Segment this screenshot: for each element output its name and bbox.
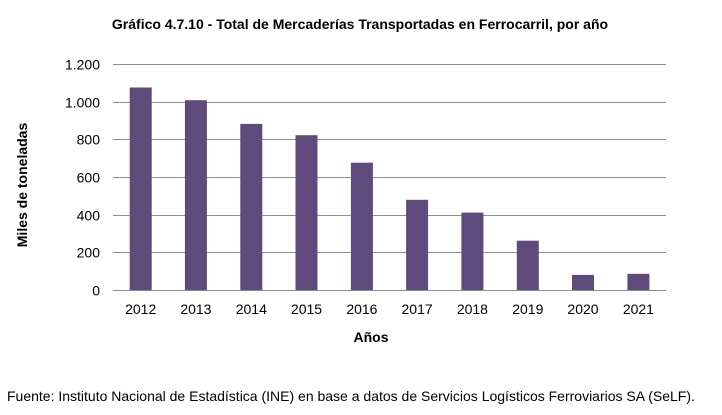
bar-2014 (240, 123, 263, 291)
x-tick-label: 2018 (457, 301, 488, 317)
bar-2017 (406, 199, 429, 290)
x-axis-title: Años (354, 329, 389, 345)
y-tick-label: 800 (77, 132, 101, 148)
bar-2012 (129, 87, 152, 290)
x-tick-label: 2017 (402, 301, 433, 317)
bar-2020 (572, 274, 594, 290)
y-axis-title: Miles de toneladas (14, 123, 30, 248)
y-axis-tick-labels: 0 200 400 600 800 1.000 1.200 (65, 57, 100, 299)
x-tick-label: 2019 (512, 301, 543, 317)
y-tick-label: 400 (77, 208, 101, 224)
y-tick-label: 0 (92, 283, 100, 299)
x-tick-label: 2016 (346, 301, 377, 317)
bar-2013 (184, 100, 207, 290)
bar-2018 (461, 212, 484, 290)
y-tick-label: 600 (77, 170, 101, 186)
x-tick-label: 2014 (236, 301, 267, 317)
x-axis-tick-labels: 2012 2013 2014 2015 2016 2017 2018 2019 2020 2021 (125, 301, 654, 317)
y-tick-label: 200 (77, 245, 101, 261)
bar-2016 (350, 162, 373, 290)
bars (129, 87, 650, 291)
bar-2015 (295, 135, 318, 290)
x-tick-label: 2013 (180, 301, 211, 317)
source-note: Fuente: Instituto Nacional de Estadístic… (7, 388, 695, 404)
y-tick-label: 1.200 (65, 57, 100, 73)
bar-2021 (627, 273, 650, 290)
x-tick-label: 2015 (291, 301, 322, 317)
bar-2019 (516, 240, 539, 290)
chart-title: Gráfico 4.7.10 - Total de Mercaderías Tr… (112, 16, 608, 32)
y-tick-label: 1.000 (65, 95, 100, 111)
x-tick-label: 2021 (623, 301, 654, 317)
x-tick-label: 2012 (125, 301, 156, 317)
x-tick-label: 2020 (567, 301, 598, 317)
